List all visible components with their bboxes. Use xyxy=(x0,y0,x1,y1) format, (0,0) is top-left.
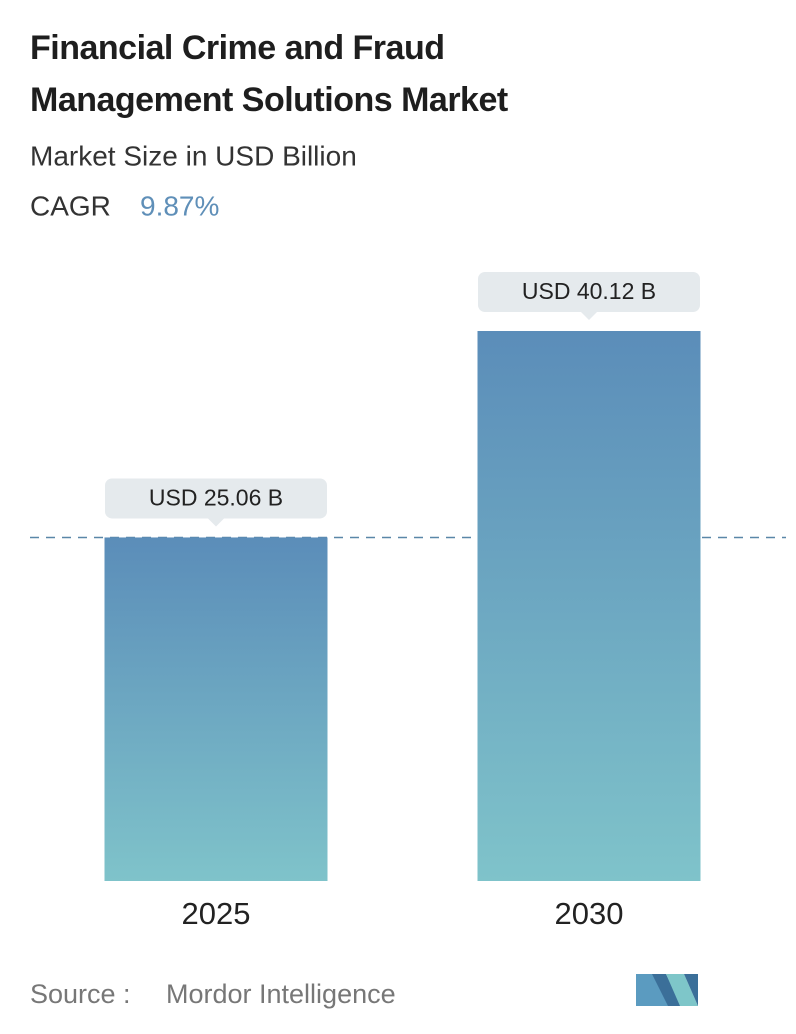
value-label: USD 40.12 B xyxy=(522,278,656,304)
chart-subtitle: Market Size in USD Billion xyxy=(30,140,357,171)
chart-title: Financial Crime and Fraud Management Sol… xyxy=(30,29,508,119)
logo xyxy=(636,974,698,1006)
value-label-pointer xyxy=(581,312,597,320)
cagr-value: 9.87% xyxy=(140,190,219,221)
cagr-label: CAGR xyxy=(30,190,111,221)
x-tick-label: 2030 xyxy=(555,896,624,931)
bar xyxy=(104,537,328,881)
value-label-box xyxy=(105,478,327,519)
value-label: USD 25.06 B xyxy=(149,485,283,511)
x-tick-label: 2025 xyxy=(182,896,251,931)
value-label-box xyxy=(478,272,700,312)
source-label: Source : xyxy=(30,979,131,1009)
source: Mordor Intelligence xyxy=(166,979,396,1009)
bar xyxy=(477,331,701,881)
value-label-pointer xyxy=(208,518,224,527)
